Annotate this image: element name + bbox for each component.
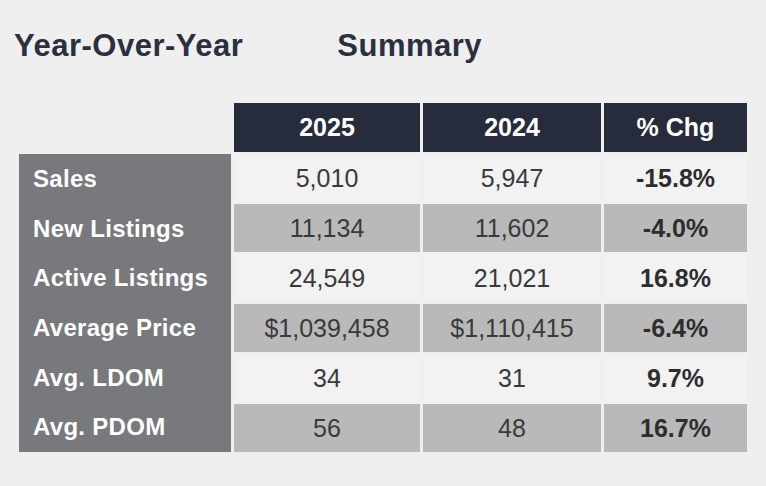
table-corner-spacer [19,103,231,152]
row-label-avg-ldom: Avg. LDOM [19,353,231,403]
row-label-new-listings: New Listings [19,204,231,254]
row-label-active-listings: Active Listings [19,253,231,303]
cell-sales-pct-chg: -15.8% [604,154,747,202]
column-header-2024: 2024 [423,103,601,152]
cell-new-listings-2025: 11,134 [234,204,420,252]
cell-avg-pdom-pct-chg: 16.7% [604,404,747,452]
cell-avg-ldom-2024: 31 [423,354,601,402]
cell-avg-ldom-pct-chg: 9.7% [604,354,747,402]
cell-new-listings-pct-chg: -4.0% [604,204,747,252]
cell-active-listings-2024: 21,021 [423,254,601,302]
cell-active-listings-pct-chg: 16.8% [604,254,747,302]
column-header-2025: 2025 [234,103,420,152]
cell-sales-2025: 5,010 [234,154,420,202]
page-title-part1: Year-Over-Year [14,28,243,64]
column-header-pct-chg: % Chg [604,103,747,152]
cell-avg-ldom-2025: 34 [234,354,420,402]
report-page: Year-Over-Year Summary 2025 2024 % Chg S… [0,0,766,486]
row-label-sales: Sales [19,154,231,204]
cell-average-price-pct-chg: -6.4% [604,304,747,352]
yoy-summary-table: 2025 2024 % Chg Sales New Listings Activ… [19,103,747,452]
cell-active-listings-2025: 24,549 [234,254,420,302]
cell-avg-pdom-2025: 56 [234,404,420,452]
cell-sales-2024: 5,947 [423,154,601,202]
page-title-part2: Summary [337,28,482,64]
row-label-column: Sales New Listings Active Listings Avera… [19,154,231,452]
cell-average-price-2024: $1,110,415 [423,304,601,352]
row-label-avg-pdom: Avg. PDOM [19,402,231,452]
cell-avg-pdom-2024: 48 [423,404,601,452]
page-title: Year-Over-Year Summary [14,28,482,64]
cell-new-listings-2024: 11,602 [423,204,601,252]
cell-average-price-2025: $1,039,458 [234,304,420,352]
row-label-average-price: Average Price [19,303,231,353]
